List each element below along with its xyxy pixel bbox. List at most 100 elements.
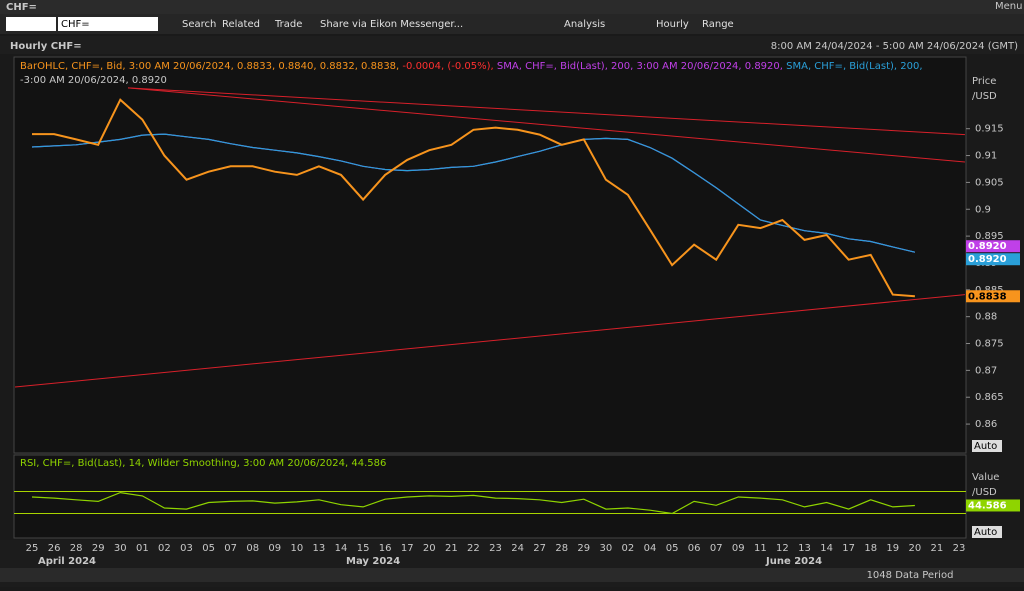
x-tick-label: 28	[70, 543, 83, 554]
x-tick-label: 14	[335, 543, 348, 554]
price-panel	[13, 56, 967, 454]
x-tick-label: 16	[379, 543, 392, 554]
x-tick-label: 17	[401, 543, 414, 554]
month-label: April 2024	[38, 556, 96, 567]
x-tick-label: 30	[114, 543, 127, 554]
y-tick-label: 0.875	[975, 339, 1004, 350]
y-tick-label: 0.895	[975, 231, 1004, 242]
trendline	[127, 87, 966, 163]
last-value-box	[966, 240, 1020, 253]
series-line	[31, 133, 916, 253]
rsi-panel	[13, 454, 967, 539]
trendline	[14, 294, 966, 388]
x-tick-label: 03	[180, 543, 193, 554]
month-label: May 2024	[346, 556, 400, 567]
series-line	[31, 491, 915, 515]
series-line	[32, 98, 915, 298]
trendline	[127, 87, 965, 136]
price-axis-label: Price	[972, 76, 996, 87]
x-tick-label: 29	[577, 543, 590, 554]
search-text: CHF=	[61, 19, 90, 30]
x-tick-label: 13	[798, 543, 811, 554]
y-tick-label: 0.86	[975, 419, 997, 430]
legend: BarOHLC, CHF=, Bid, 3:00 AM 20/06/2024, …	[20, 61, 923, 72]
x-tick-label: 30	[599, 543, 612, 554]
search-box[interactable]	[58, 17, 158, 31]
x-tick-label: 06	[688, 543, 701, 554]
x-tick-label: 10	[290, 543, 303, 554]
last-value-label: 0.8920	[968, 241, 1007, 252]
legend-text: -3:00 AM 20/06/2024, 0.8920	[20, 75, 167, 86]
x-tick-label: 21	[445, 543, 458, 554]
x-tick-label: 07	[224, 543, 237, 554]
x-tick-label: 25	[26, 543, 39, 554]
last-value-label: 0.8838	[968, 291, 1007, 302]
toolbar-item[interactable]: Hourly	[656, 19, 689, 30]
title-bar	[0, 0, 1024, 14]
x-tick-label: 17	[842, 543, 855, 554]
x-tick-label: 05	[666, 543, 679, 554]
auto-text: Auto	[974, 441, 997, 452]
x-tick-label: 04	[644, 543, 657, 554]
y-tick-label: 0.865	[975, 392, 1004, 403]
auto-button[interactable]	[972, 440, 1002, 452]
period: 8:00 AM 24/04/2024 - 5:00 AM 24/06/2024 …	[771, 41, 1018, 52]
toolbar-item[interactable]: Range	[702, 19, 734, 30]
auto-button[interactable]	[972, 526, 1002, 538]
x-tick-label: 20	[423, 543, 436, 554]
window-title: CHF=	[6, 2, 37, 13]
last-value-box	[966, 253, 1020, 266]
legend-text: BarOHLC, CHF=, Bid, 3:00 AM 20/06/2024, …	[20, 61, 399, 72]
toolbar-item[interactable]: Share via Eikon Messenger...	[320, 19, 463, 30]
chart-header	[0, 36, 1024, 54]
x-tick-label: 29	[92, 543, 105, 554]
x-tick-label: 21	[931, 543, 944, 554]
legend: RSI, CHF=, Bid(Last), 14, Wilder Smoothi…	[20, 458, 386, 469]
toolbar-item[interactable]: Related	[222, 19, 260, 30]
x-tick-label: 05	[202, 543, 215, 554]
value-axis-label: /USD	[972, 487, 997, 498]
scrollbar[interactable]	[0, 568, 1024, 582]
toolbar-item[interactable]: Trade	[274, 19, 302, 30]
value-axis-label: Value	[972, 472, 999, 483]
x-tick-label: 09	[732, 543, 745, 554]
last-value-box	[966, 290, 1020, 303]
x-tick-label: 27	[533, 543, 546, 554]
last-value-label: 44.586	[968, 500, 1007, 511]
x-tick-label: 02	[622, 543, 635, 554]
y-tick-label: 0.91	[975, 151, 997, 162]
x-tick-label: 23	[489, 543, 502, 554]
legend-text: SMA, CHF=, Bid(Last), 200,	[783, 61, 923, 72]
y-tick-label: 0.88	[975, 312, 997, 323]
legend-text: RSI, CHF=, Bid(Last), 14, Wilder Smoothi…	[20, 458, 386, 469]
x-tick-label: 09	[268, 543, 281, 554]
x-tick-label: 11	[754, 543, 767, 554]
legend-text: SMA, CHF=, Bid(Last), 200, 3:00 AM 20/06…	[494, 61, 783, 72]
toolbar-item[interactable]: Search	[182, 19, 216, 30]
y-tick-label: 0.915	[975, 124, 1004, 135]
menu[interactable]: Menu	[995, 1, 1022, 12]
x-tick-label: 26	[48, 543, 61, 554]
x-tick-label: 23	[953, 543, 966, 554]
toolbar	[0, 14, 1024, 34]
legend-text: -0.0004, (-0.05%),	[399, 61, 494, 72]
x-tick-label: 08	[246, 543, 259, 554]
y-tick-label: 0.87	[975, 365, 997, 376]
x-tick-label: 20	[908, 543, 921, 554]
ric-box[interactable]	[6, 17, 56, 31]
x-tick-label: 18	[864, 543, 877, 554]
y-tick-label: 0.905	[975, 177, 1004, 188]
x-tick-label: 19	[886, 543, 899, 554]
x-tick-label: 13	[313, 543, 326, 554]
x-tick-label: 15	[357, 543, 370, 554]
x-tick-label: 12	[776, 543, 789, 554]
toolbar-item[interactable]: Analysis	[564, 19, 605, 30]
y-tick-label: 0.9	[975, 204, 991, 215]
data-period: 1048 Data Period	[867, 570, 954, 581]
x-tick-label: 28	[555, 543, 568, 554]
x-tick-label: 24	[511, 543, 524, 554]
x-tick-label: 02	[158, 543, 171, 554]
last-value-label: 0.8920	[968, 254, 1007, 265]
